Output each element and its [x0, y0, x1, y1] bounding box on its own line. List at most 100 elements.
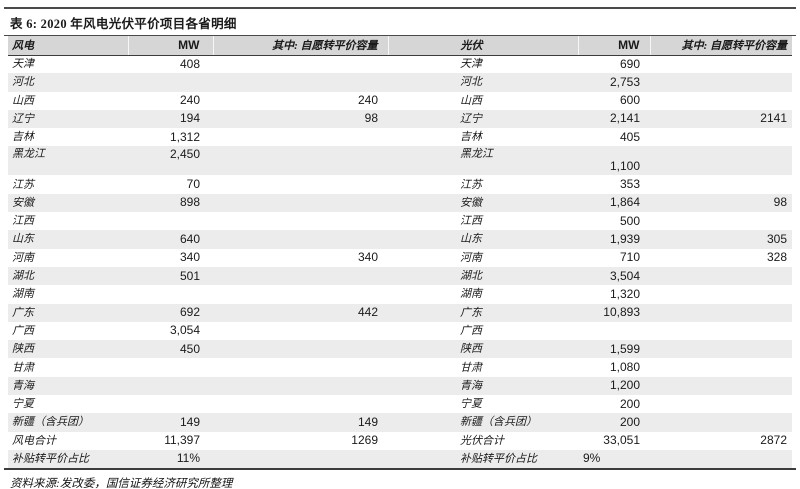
source-note: 资料来源:发改委，国信证券经济研究所整理: [10, 478, 233, 489]
col-header-pv: 光伏: [387, 36, 578, 56]
wind-province-cell: 湖北: [12, 270, 34, 283]
table-body: 天津 408 天津 690 河北 河北 2,753 山西 240 240 山西 600 辽宁 194 98 辽…: [8, 55, 792, 469]
pv-province-cell: 广东: [460, 306, 482, 319]
pv-conv-cell: 305: [766, 231, 787, 246]
wind-conv-cell: [213, 128, 388, 146]
wind-mw-cell: 340: [179, 250, 200, 265]
wind-mw-cell: 11%: [176, 451, 200, 466]
wind-mw-cell: 692: [179, 305, 200, 320]
wind-province-cell: 青海: [12, 379, 34, 392]
wind-conv-cell: [213, 340, 388, 358]
wind-mw-cell: 11,397: [164, 433, 200, 448]
table-row: 山东 640 山东 1,939 305: [8, 230, 792, 249]
pv-province-cell: 补贴转平价占比: [460, 453, 537, 466]
wind-mw-cell: 501: [179, 268, 200, 283]
col-header-wind: 风电: [8, 36, 128, 56]
wind-province-cell: 广西: [12, 324, 34, 337]
pv-province-cell: 河北: [460, 76, 482, 89]
pv-conv-cell: [650, 267, 792, 285]
pv-mw-cell: 500: [619, 213, 640, 228]
bottom-rule: [4, 468, 796, 471]
wind-conv-cell: [213, 395, 388, 413]
header-row: 风电 MW 其中: 自愿转平价容量 光伏 MW 其中: 自愿转平价容量: [8, 36, 792, 56]
pv-conv-cell: 328: [766, 250, 787, 265]
pv-mw-cell: 1,599: [609, 341, 640, 356]
wind-conv-cell: [213, 450, 388, 468]
pv-conv-cell: [650, 146, 792, 175]
wind-conv-cell: [213, 267, 388, 285]
wind-mw-cell: 194: [179, 111, 200, 126]
wind-conv-cell: [213, 175, 388, 193]
pv-province-cell: 湖北: [460, 270, 482, 283]
pv-province-cell: 江西: [460, 215, 482, 228]
pv-mw-cell: 1,080: [609, 360, 640, 374]
wind-conv-cell: [213, 285, 388, 303]
pv-conv-cell: 2141: [760, 111, 787, 126]
wind-conv-cell: [213, 194, 388, 212]
wind-province-cell: 山东: [12, 233, 34, 246]
pv-mw-cell: 710: [619, 250, 640, 265]
wind-conv-cell: [213, 322, 388, 340]
wind-mw-cell: [128, 358, 213, 376]
table-row: 辽宁 194 98 辽宁 2,141 2141: [8, 109, 792, 129]
pv-mw-cell: 1,939: [609, 231, 640, 246]
pv-province-cell: 江苏: [460, 178, 482, 191]
pv-conv-cell: [650, 358, 792, 376]
wind-conv-cell: 442: [357, 305, 378, 320]
wind-mw-cell: 240: [179, 93, 200, 108]
wind-province-cell: 甘肃: [12, 361, 34, 374]
table-row: 江苏 70 江苏 353: [8, 175, 792, 193]
pv-conv-cell: [650, 450, 792, 468]
wind-province-cell: 风电合计: [12, 434, 56, 447]
pv-conv-cell: [650, 128, 792, 146]
table-row: 宁夏 宁夏 200: [8, 395, 792, 413]
pv-province-cell: 新疆（含兵团）: [460, 416, 537, 429]
col-header-wind-conv: 其中: 自愿转平价容量: [212, 36, 388, 56]
pv-mw-cell: 1,864: [609, 195, 640, 210]
wind-mw-cell: 640: [179, 231, 200, 246]
pv-conv-cell: [650, 285, 792, 303]
pv-mw-cell: 405: [619, 129, 640, 144]
wind-conv-cell: [213, 377, 388, 395]
pv-conv-cell: [650, 395, 792, 413]
pv-mw-cell: 9%: [583, 451, 601, 466]
pv-conv-cell: [650, 322, 792, 340]
pv-mw-cell: 1,200: [609, 378, 640, 393]
pv-mw-cell: 3,504: [609, 268, 640, 283]
pv-conv-cell: 98: [773, 195, 787, 210]
pv-province-cell: 山东: [460, 233, 482, 246]
pv-province-cell: 吉林: [460, 131, 482, 144]
wind-conv-cell: [213, 55, 388, 73]
pv-province-cell: 甘肃: [460, 361, 482, 374]
wind-mw-cell: 70: [186, 177, 200, 192]
pv-mw-cell: [578, 322, 650, 340]
pv-mw-cell: 1,100: [609, 159, 640, 174]
pv-conv-cell: [650, 55, 792, 73]
wind-province-cell: 山西: [12, 94, 34, 107]
table-row: 天津 408 天津 690: [8, 55, 792, 73]
wind-conv-cell: 240: [357, 93, 378, 108]
wind-mw-cell: [128, 395, 213, 413]
wind-province-cell: 天津: [12, 58, 34, 71]
pv-province-cell: 安徽: [460, 196, 482, 209]
table-row: 吉林 1,312 吉林 405: [8, 128, 792, 146]
table-row: 广东 692 442 广东 10,893: [8, 303, 792, 322]
pv-conv-cell: [650, 92, 792, 110]
table-row: 风电合计 11,397 1269 光伏合计 33,051 2872: [8, 432, 792, 450]
wind-mw-cell: 1,312: [169, 129, 200, 144]
table-row: 安徽 898 安徽 1,864 98: [8, 193, 792, 213]
pv-mw-cell: 1,320: [609, 286, 640, 301]
wind-mw-cell: [128, 285, 213, 303]
pv-conv-cell: [650, 377, 792, 395]
pv-mw-cell: 353: [619, 177, 640, 192]
wind-mw-cell: 149: [179, 414, 200, 429]
wind-mw-cell: [128, 73, 213, 91]
pv-conv-cell: [650, 340, 792, 358]
pv-mw-cell: 33,051: [603, 433, 640, 448]
table-row: 补贴转平价占比 11% 补贴转平价占比 9%: [8, 449, 792, 469]
table-row: 陕西 450 陕西 1,599: [8, 340, 792, 359]
pv-province-cell: 光伏合计: [460, 434, 504, 447]
wind-mw-cell: 2,450: [169, 147, 200, 162]
table-row: 河南 340 340 河南 710 328: [8, 249, 792, 267]
